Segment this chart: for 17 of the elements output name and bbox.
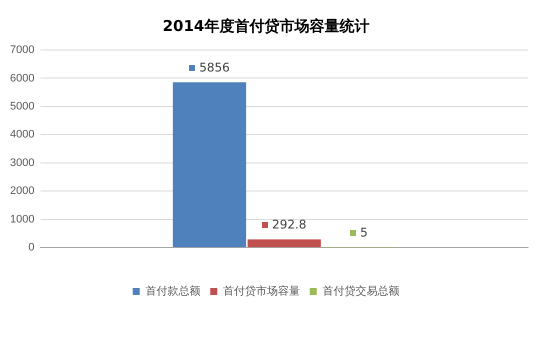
- data-label: 5: [360, 226, 368, 240]
- y-tick-label: 0: [28, 242, 34, 254]
- data-label: 292.8: [272, 217, 306, 232]
- legend-label: 首付款总额: [145, 284, 200, 298]
- bar: [172, 82, 246, 248]
- y-tick-label: 7000: [10, 44, 34, 56]
- y-tick-label: 2000: [10, 185, 34, 198]
- chart-title: 2014年度首付贷市场容量统计: [162, 16, 370, 35]
- bar: [248, 239, 321, 248]
- y-tick-label: 3000: [10, 156, 34, 169]
- legend-label: 首付贷交易总额: [322, 284, 400, 298]
- data-label: 5856: [199, 60, 230, 74]
- legend-label: 首付贷市场容量: [222, 284, 300, 298]
- y-tick-label: 1000: [10, 213, 34, 226]
- y-tick-label: 4000: [10, 128, 34, 141]
- y-tick-label: 5000: [10, 100, 34, 112]
- y-tick-label: 6000: [10, 72, 34, 84]
